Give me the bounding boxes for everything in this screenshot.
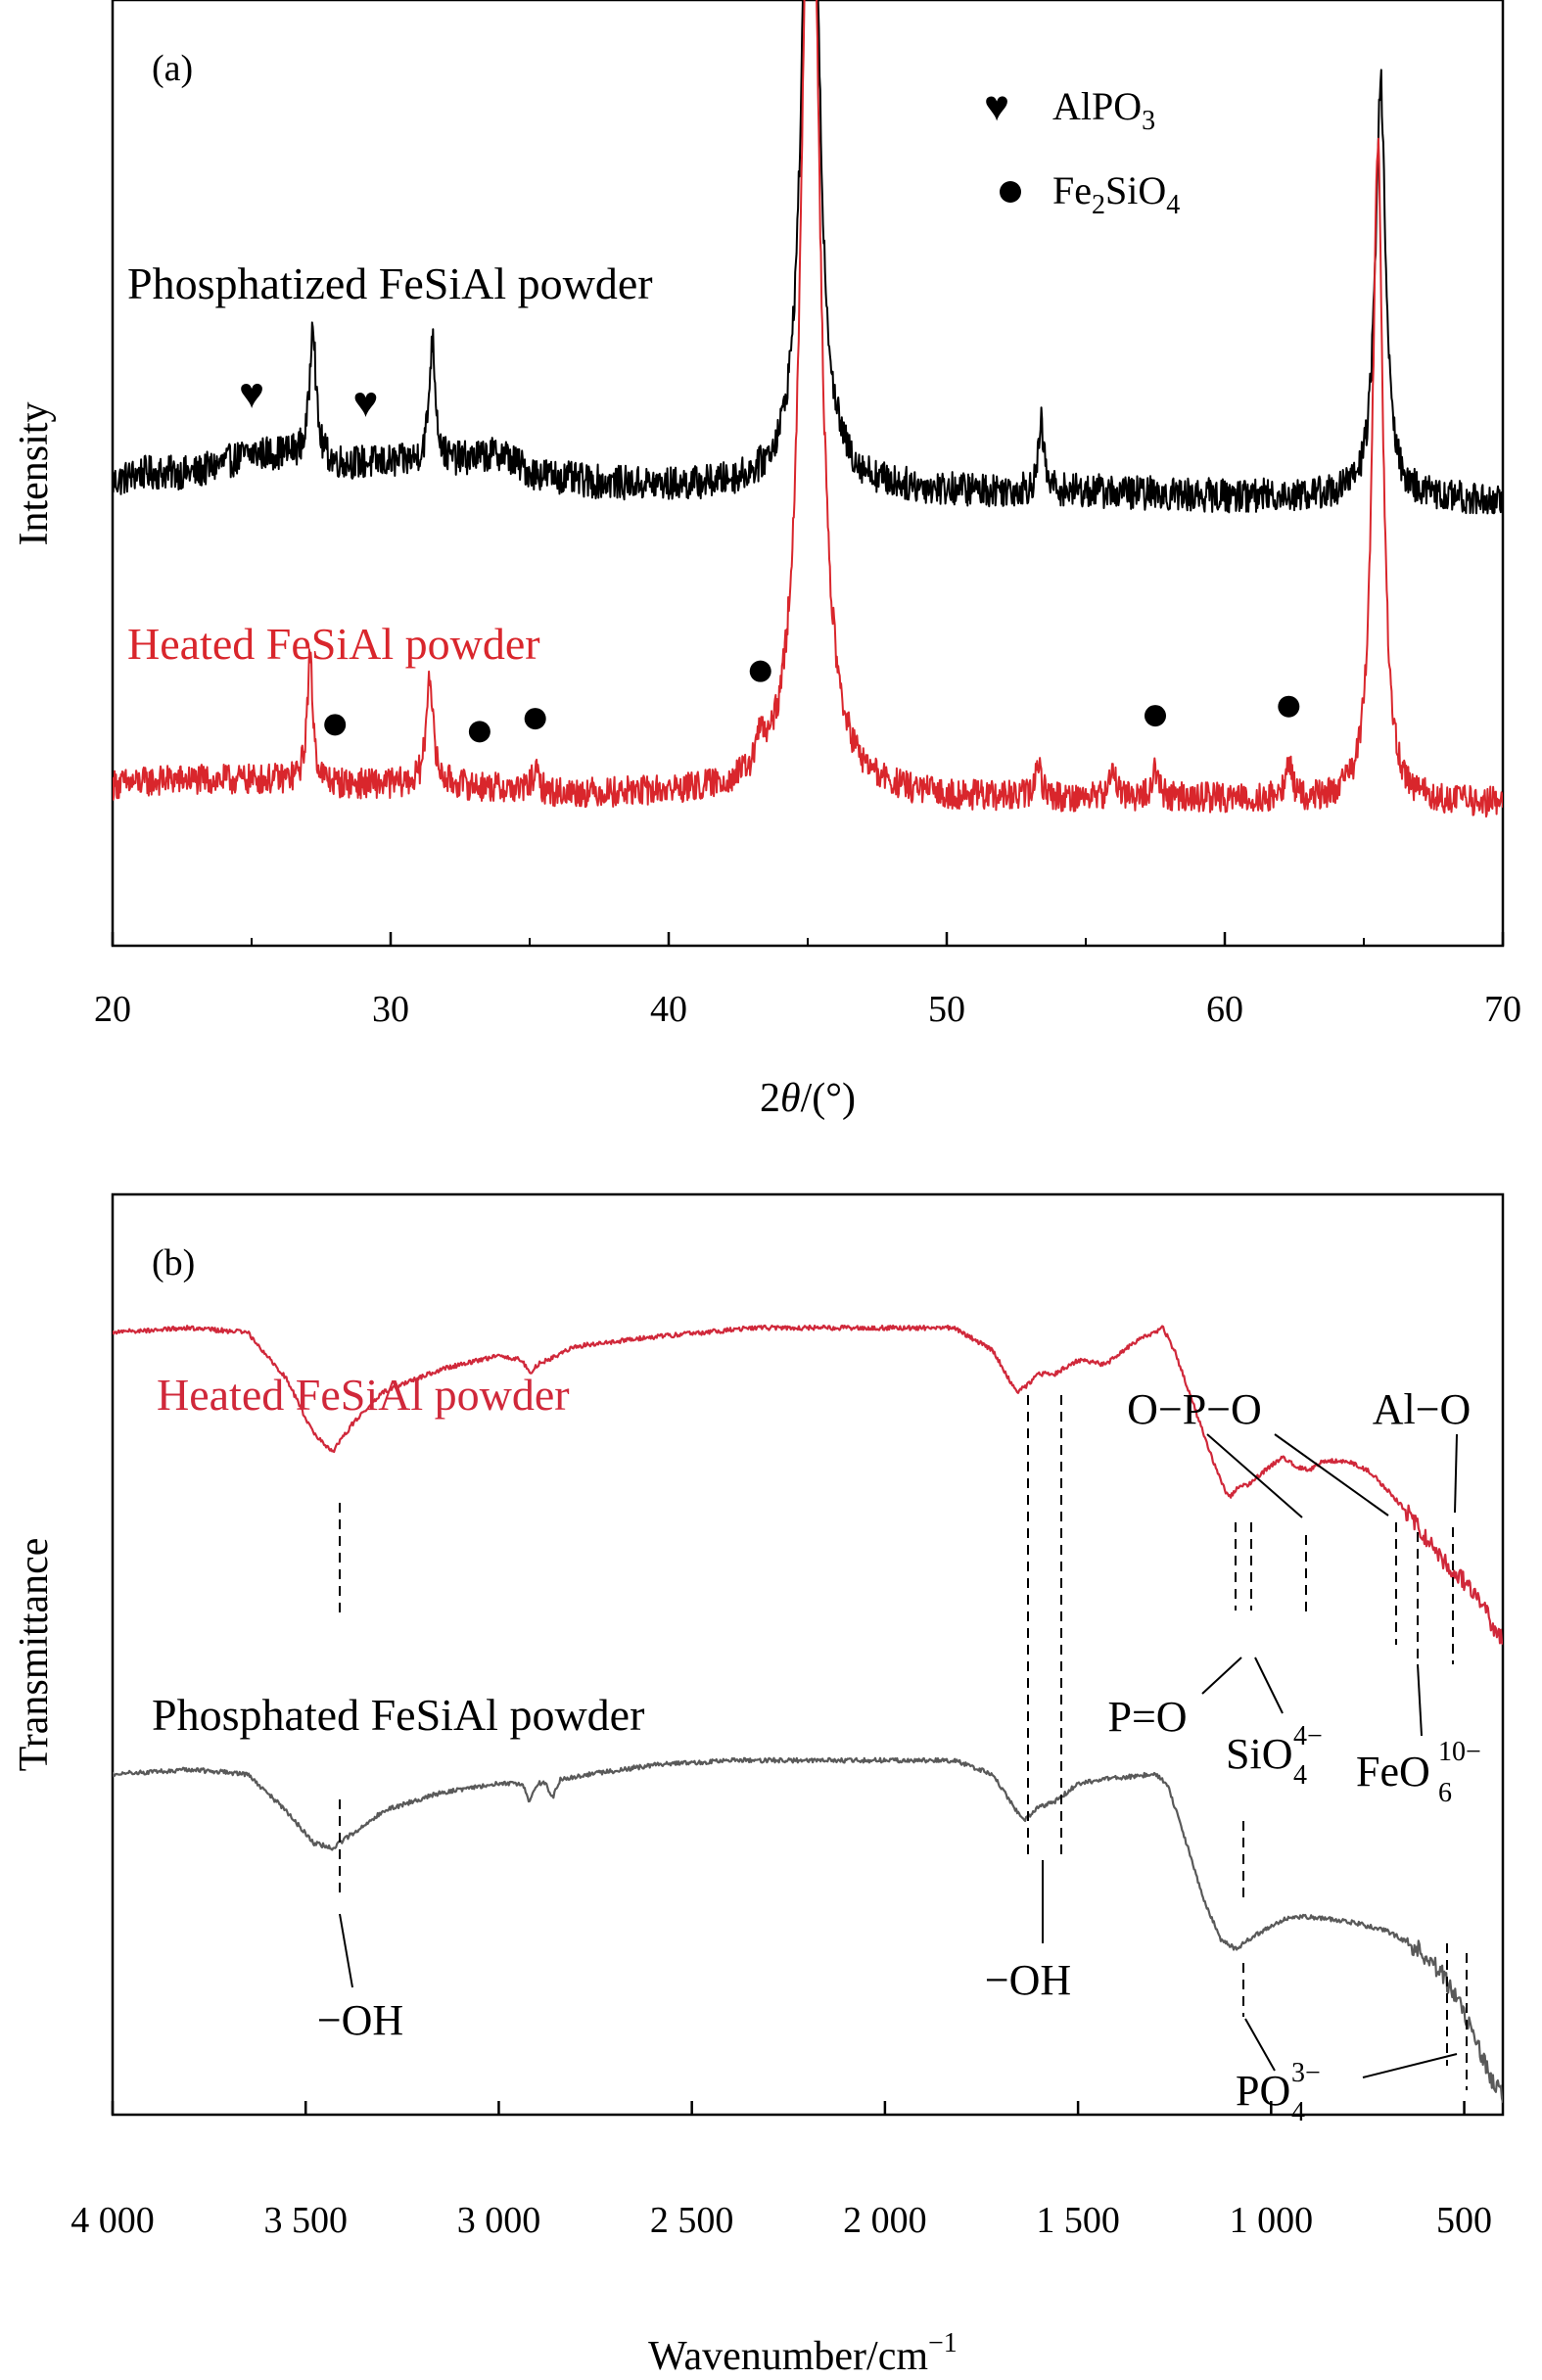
ftir-band-guides xyxy=(339,1395,1468,2090)
ftir-x-tick-label: 3 000 xyxy=(457,2200,541,2241)
xrd-peak-markers: ♥ ♥ xyxy=(239,369,1300,743)
legend-fe2sio4-label: Fe2SiO4 xyxy=(1052,168,1180,220)
series-label-phosphatized: Phosphatized FeSiAl powder xyxy=(127,258,653,308)
leader-o-p-o-1 xyxy=(1206,1433,1303,1518)
xrd-x-axis-label: 2θ/(°) xyxy=(760,1076,856,1121)
xrd-y-axis-label: Intensity xyxy=(12,402,57,546)
xrd-marker-circle xyxy=(1278,695,1300,718)
xrd-x-axis: 20 30 40 50 60 70 xyxy=(94,932,1521,1030)
annotation-o-p-o: O−P−O xyxy=(1127,1385,1262,1433)
leader-al-o xyxy=(1454,1433,1458,1514)
ftir-series-line-1 xyxy=(113,1756,1503,2104)
ftir-panel: (b) Heated FeSiAl powder Phosphated FeSi… xyxy=(12,1192,1505,2379)
ftir-x-tick-label: 3 500 xyxy=(263,2200,348,2241)
xrd-panel-label: (a) xyxy=(152,48,193,89)
xrd-x-tick-label: 40 xyxy=(650,989,687,1030)
xrd-lines xyxy=(113,0,1503,818)
ftir-series-line-0 xyxy=(113,1324,1503,1646)
annotation-feo6: FeO 610− xyxy=(1356,1737,1481,1808)
xrd-legend: ♥ AlPO3 Fe2SiO4 xyxy=(984,82,1180,220)
xrd-x-tick-label: 30 xyxy=(372,989,409,1030)
xrd-x-tick-label: 60 xyxy=(1206,989,1243,1030)
ftir-x-tick-label: 1 000 xyxy=(1230,2200,1314,2241)
xrd-marker-heart-icon: ♥ xyxy=(239,369,264,417)
leader-oh-left xyxy=(339,1913,353,1988)
annotation-al-o: Al−O xyxy=(1373,1385,1472,1433)
ftir-x-tick-label: 4 000 xyxy=(70,2200,155,2241)
ftir-leader-lines xyxy=(339,1433,1458,2078)
legend-circle-marker xyxy=(1000,181,1021,203)
annotation-oh-left: −OH xyxy=(317,1996,403,2044)
leader-po4-left xyxy=(1244,2018,1276,2072)
ftir-x-tick-label: 2 500 xyxy=(650,2200,734,2241)
xrd-marker-circle xyxy=(324,714,347,736)
xrd-panel: (a) ♥ AlPO3 Fe2SiO4 Phosphatized FeSiAl … xyxy=(12,0,1521,1121)
legend-alpo3-label: AlPO3 xyxy=(1052,84,1155,136)
ftir-x-tick-label: 2 000 xyxy=(843,2200,927,2241)
xrd-x-tick-label: 50 xyxy=(928,989,965,1030)
xrd-marker-heart-icon: ♥ xyxy=(352,378,378,426)
leader-p-o xyxy=(1201,1657,1242,1695)
ftir-x-axis: 4 000 3 500 3 000 2 500 2 000 1 500 1 000 500 xyxy=(70,2101,1492,2241)
ftir-y-axis-label: Transmittance xyxy=(12,1538,57,1772)
annotation-p-o: P=O xyxy=(1107,1693,1187,1741)
ftir-lines xyxy=(113,1324,1503,2104)
xrd-plot-frame xyxy=(111,0,1505,948)
xrd-series-line-1 xyxy=(113,0,1503,818)
xrd-marker-circle xyxy=(524,708,546,730)
ftir-plot-frame xyxy=(111,1192,1505,2117)
annotation-oh-mid: −OH xyxy=(985,1956,1071,2004)
annotation-po4: PO43− xyxy=(1236,2058,1321,2127)
xrd-marker-circle xyxy=(468,721,491,743)
leader-sio4 xyxy=(1254,1657,1284,1714)
series-label-heated-xrd: Heated FeSiAl powder xyxy=(127,619,540,669)
leader-po4-right xyxy=(1362,2053,1458,2078)
xrd-marker-circle xyxy=(1145,705,1166,727)
ftir-panel-label: (b) xyxy=(152,1242,195,1283)
ftir-x-tick-label: 1 500 xyxy=(1036,2200,1120,2241)
legend-heart-marker: ♥ xyxy=(984,82,1009,130)
xrd-marker-circle xyxy=(749,660,771,682)
annotation-sio4: SiO44− xyxy=(1226,1721,1323,1791)
xrd-x-tick-label: 20 xyxy=(94,989,131,1030)
xrd-x-tick-label: 70 xyxy=(1484,989,1521,1030)
ftir-x-axis-label: Wavenumber/cm−1 xyxy=(648,2328,958,2379)
ftir-x-tick-label: 500 xyxy=(1436,2200,1492,2241)
xrd-series-line-0 xyxy=(113,0,1503,515)
leader-o-p-o-2 xyxy=(1274,1433,1389,1517)
leader-feo6 xyxy=(1417,1663,1423,1737)
series-label-phosphated: Phosphated FeSiAl powder xyxy=(152,1690,644,1740)
